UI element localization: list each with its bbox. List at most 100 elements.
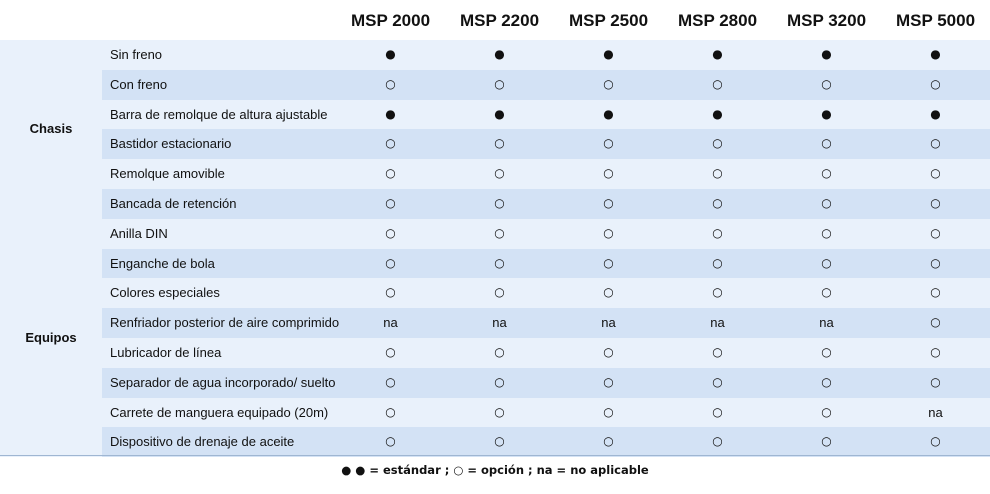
feature-label: Lubricador de línea bbox=[110, 345, 222, 360]
value-cell: ○ bbox=[603, 166, 614, 181]
value-cell: ○ bbox=[494, 345, 505, 359]
value-cell: ○ bbox=[821, 374, 832, 389]
feature-label: Renfriador posterior de aire comprimido bbox=[110, 315, 340, 331]
value-cell: ○ bbox=[712, 345, 723, 359]
value-cell: ○ bbox=[821, 404, 832, 419]
value-cell: ○ bbox=[494, 196, 505, 210]
value-cell: ○ bbox=[494, 166, 505, 181]
value-cell: ● bbox=[712, 106, 723, 121]
value-cell: ○ bbox=[385, 166, 396, 181]
table-row: Bancada de retención ○ ○ ○ ○ ○ ○ bbox=[102, 189, 990, 219]
table-row: Carrete de manguera equipado (20m) ○ ○ ○ ○ ○ n… bbox=[102, 397, 990, 428]
value-cell: ○ bbox=[712, 434, 723, 449]
value-cell: ● bbox=[385, 47, 396, 61]
value-cell: ○ bbox=[494, 404, 505, 419]
feature-label: Bancada de retención bbox=[110, 196, 237, 211]
value-cell: na bbox=[383, 315, 398, 331]
value-cell: ○ bbox=[603, 196, 614, 210]
value-cell: ○ bbox=[603, 285, 614, 300]
value-cell: ○ bbox=[494, 136, 505, 151]
value-cell: ● bbox=[494, 47, 505, 61]
value-cell: ○ bbox=[930, 315, 941, 330]
value-cell: ○ bbox=[930, 225, 941, 240]
value-cell: ○ bbox=[603, 345, 614, 359]
value-cell: ○ bbox=[712, 404, 723, 419]
value-cell: ○ bbox=[385, 76, 396, 91]
feature-label: Sin freno bbox=[110, 47, 163, 62]
value-cell: ○ bbox=[494, 76, 505, 91]
value-cell: ○ bbox=[930, 374, 941, 389]
value-cell: ○ bbox=[930, 345, 941, 359]
table-row: Lubricador de línea ○ ○ ○ ○ ○ ○ bbox=[102, 338, 990, 368]
value-cell: ○ bbox=[385, 434, 396, 449]
feature-label: Con freno bbox=[110, 76, 168, 92]
value-cell: ○ bbox=[603, 136, 614, 151]
value-cell: ○ bbox=[385, 255, 396, 270]
value-cell: ○ bbox=[385, 404, 396, 419]
value-cell: ○ bbox=[494, 225, 505, 240]
value-cell: ● bbox=[385, 106, 396, 121]
value-cell: ○ bbox=[712, 225, 723, 240]
value-cell: ○ bbox=[385, 196, 396, 210]
value-cell: ○ bbox=[603, 255, 614, 270]
value-cell: ○ bbox=[385, 285, 396, 300]
table-row: Enganche de bola ○ ○ ○ ○ ○ ○ bbox=[102, 248, 990, 279]
table-header: MSP 2000 MSP 2200 MSP 2500 MSP 2800 MSP … bbox=[0, 0, 990, 40]
value-cell: ● bbox=[712, 47, 723, 61]
value-cell: ○ bbox=[712, 166, 723, 181]
table-row: Renfriador posterior de aire comprimido n… bbox=[102, 308, 990, 338]
value-cell: ○ bbox=[603, 225, 614, 240]
value-cell: ○ bbox=[712, 196, 723, 210]
value-cell: ● bbox=[821, 106, 832, 121]
value-cell: ○ bbox=[821, 285, 832, 300]
value-cell: ○ bbox=[821, 345, 832, 359]
value-cell: ○ bbox=[821, 434, 832, 449]
value-cell: ○ bbox=[930, 76, 941, 91]
value-cell: ○ bbox=[603, 374, 614, 389]
group-label: Chasis bbox=[29, 121, 73, 137]
feature-label: Remolque amovible bbox=[110, 166, 225, 182]
value-cell: ● bbox=[930, 47, 941, 61]
value-cell: ○ bbox=[930, 136, 941, 151]
value-cell: ○ bbox=[930, 255, 941, 270]
value-cell: ○ bbox=[385, 225, 396, 240]
feature-label: Dispositivo de drenaje de aceite bbox=[110, 434, 295, 450]
value-cell: ○ bbox=[494, 434, 505, 449]
value-cell: na bbox=[492, 315, 507, 331]
value-cell: ○ bbox=[930, 166, 941, 181]
feature-label: Bastidor estacionario bbox=[110, 136, 232, 152]
table-row: Separador de agua incorporado/ suelto ○ ○ ○… bbox=[102, 367, 990, 398]
table-row: Colores especiales ○ ○ ○ ○ ○ ○ bbox=[102, 278, 990, 309]
table-row: Dispositivo de drenaje de aceite ○ ○ ○ ○ ○ ○ bbox=[102, 427, 990, 458]
value-cell: ○ bbox=[712, 76, 723, 91]
group-cell bbox=[0, 218, 102, 458]
column-header-msp-2200: MSP 2200 bbox=[459, 11, 540, 30]
value-cell: ○ bbox=[821, 255, 832, 270]
value-cell: ○ bbox=[712, 374, 723, 389]
value-cell: ○ bbox=[603, 76, 614, 91]
column-header-msp-2000: MSP 2000 bbox=[350, 11, 431, 30]
value-cell: ○ bbox=[821, 76, 832, 91]
value-cell: ○ bbox=[821, 225, 832, 240]
value-cell: ○ bbox=[603, 434, 614, 449]
value-cell: na bbox=[710, 315, 725, 331]
column-header-msp-5000: MSP 5000 bbox=[895, 11, 976, 30]
legend-symbols: ● ● bbox=[341, 463, 366, 477]
value-cell: na bbox=[601, 315, 616, 331]
value-cell: ○ bbox=[712, 136, 723, 151]
value-cell: ○ bbox=[821, 196, 832, 210]
value-cell: ○ bbox=[494, 374, 505, 389]
feature-label: Anilla DIN bbox=[110, 225, 168, 241]
value-cell: ● bbox=[603, 106, 614, 121]
value-cell: ○ bbox=[494, 285, 505, 300]
feature-label: Separador de agua incorporado/ suelto bbox=[110, 374, 336, 390]
value-cell: ○ bbox=[821, 166, 832, 181]
value-cell: ○ bbox=[603, 404, 614, 419]
feature-label: Enganche de bola bbox=[110, 255, 215, 271]
value-cell: ○ bbox=[930, 285, 941, 300]
feature-label: Carrete de manguera equipado (20m) bbox=[110, 404, 329, 420]
table-row: Sin freno ● ● ● ● ● ● bbox=[102, 40, 990, 70]
value-cell: na bbox=[819, 315, 834, 331]
table-row: Bastidor estacionario ○ ○ ○ ○ ○ ○ bbox=[102, 129, 990, 160]
value-cell: ● bbox=[821, 47, 832, 61]
